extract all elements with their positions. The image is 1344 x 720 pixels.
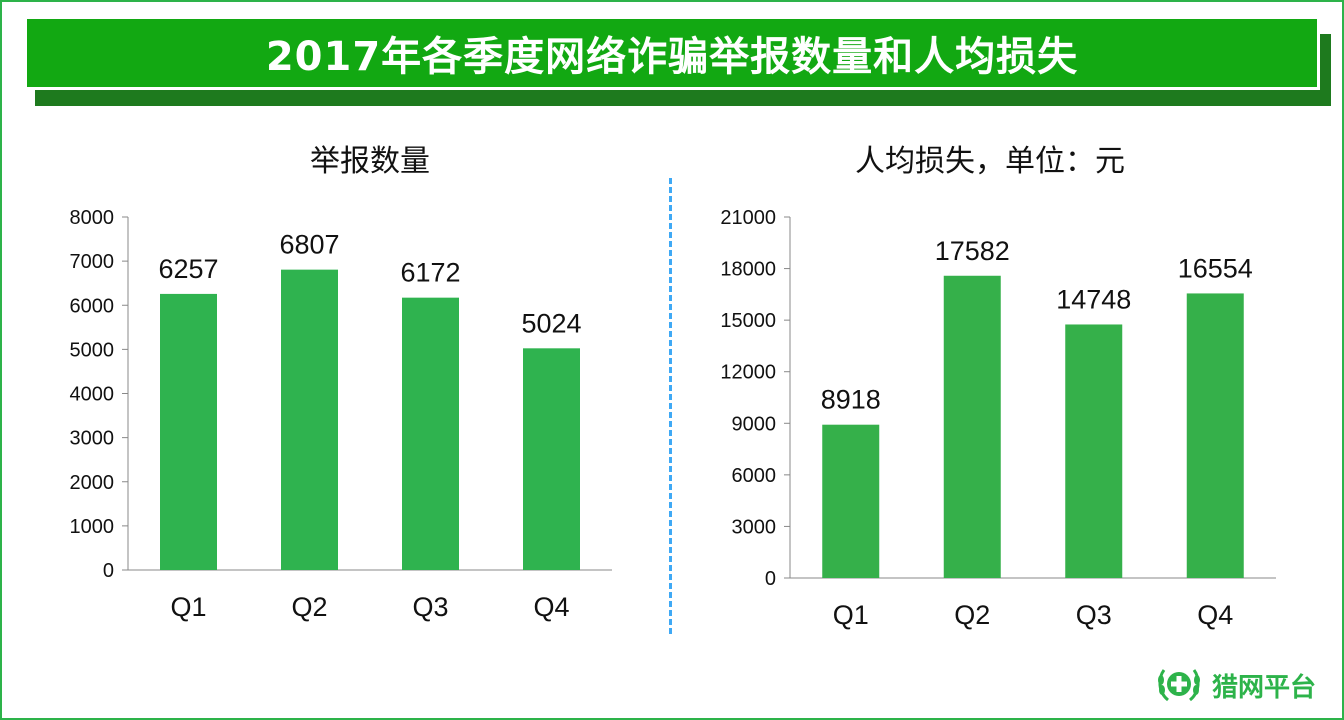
- right-bar-q3: [1065, 324, 1123, 578]
- left-y-tick-label: 6000: [70, 295, 115, 317]
- right-y-tick-label: 3000: [732, 516, 777, 538]
- left-y-tick-label: 8000: [70, 207, 115, 229]
- logo-text: 猎网平台: [1212, 672, 1317, 703]
- right-bar-q1: [822, 424, 880, 578]
- left-x-tick-label-q2: Q2: [291, 592, 327, 622]
- right-x-tick-label-q2: Q2: [954, 600, 990, 630]
- logo: 猎网平台: [1154, 660, 1330, 710]
- right-data-label-q3: 14748: [1056, 284, 1131, 314]
- right-y-tick-label: 12000: [720, 362, 776, 384]
- left-data-label-q2: 6807: [279, 230, 339, 260]
- shield-laurel-icon: [1158, 669, 1200, 702]
- page-title: 2017年各季度网络诈骗举报数量和人均损失: [265, 34, 1079, 80]
- dashed-divider: [669, 178, 672, 634]
- right-x-tick-label-q4: Q4: [1197, 600, 1233, 630]
- left-chart-title: 举报数量: [310, 144, 430, 179]
- left-bar-q1: [160, 293, 217, 570]
- left-y-tick-label: 1000: [70, 516, 115, 538]
- left-y-tick-label: 2000: [70, 472, 115, 494]
- right-y-tick-label: 18000: [720, 259, 776, 281]
- right-bar-q2: [943, 275, 1001, 578]
- left-bar-q4: [523, 348, 580, 570]
- right-data-label-q2: 17582: [935, 236, 1010, 266]
- right-data-label-q1: 8918: [821, 385, 881, 415]
- right-data-label-q4: 16554: [1178, 253, 1253, 283]
- right-y-tick-label: 6000: [732, 465, 777, 487]
- right-bar-q4: [1186, 293, 1244, 578]
- right-x-tick-label-q1: Q1: [833, 600, 869, 630]
- left-y-tick-label: 4000: [70, 384, 115, 406]
- left-data-label-q4: 5024: [521, 308, 581, 338]
- title-banner: 2017年各季度网络诈骗举报数量和人均损失: [24, 16, 1320, 90]
- left-bar-q3: [402, 297, 459, 570]
- left-y-tick-label: 0: [103, 560, 114, 582]
- left-x-tick-label-q1: Q1: [170, 592, 206, 622]
- right-chart-title: 人均损失，单位：元: [855, 144, 1125, 179]
- right-y-tick-label: 21000: [720, 207, 776, 229]
- left-data-label-q1: 6257: [158, 254, 218, 284]
- left-x-tick-label-q4: Q4: [533, 592, 569, 622]
- right-y-tick-label: 9000: [732, 413, 777, 435]
- left-y-tick-label: 5000: [70, 339, 115, 361]
- left-y-tick-label: 7000: [70, 251, 115, 273]
- right-x-tick-label-q3: Q3: [1076, 600, 1112, 630]
- right-y-tick-label: 15000: [720, 310, 776, 332]
- right-y-tick-label: 0: [765, 568, 776, 590]
- left-data-label-q3: 6172: [400, 258, 460, 288]
- left-bar-q2: [281, 269, 338, 570]
- left-y-tick-label: 3000: [70, 428, 115, 450]
- left-x-tick-label-q3: Q3: [412, 592, 448, 622]
